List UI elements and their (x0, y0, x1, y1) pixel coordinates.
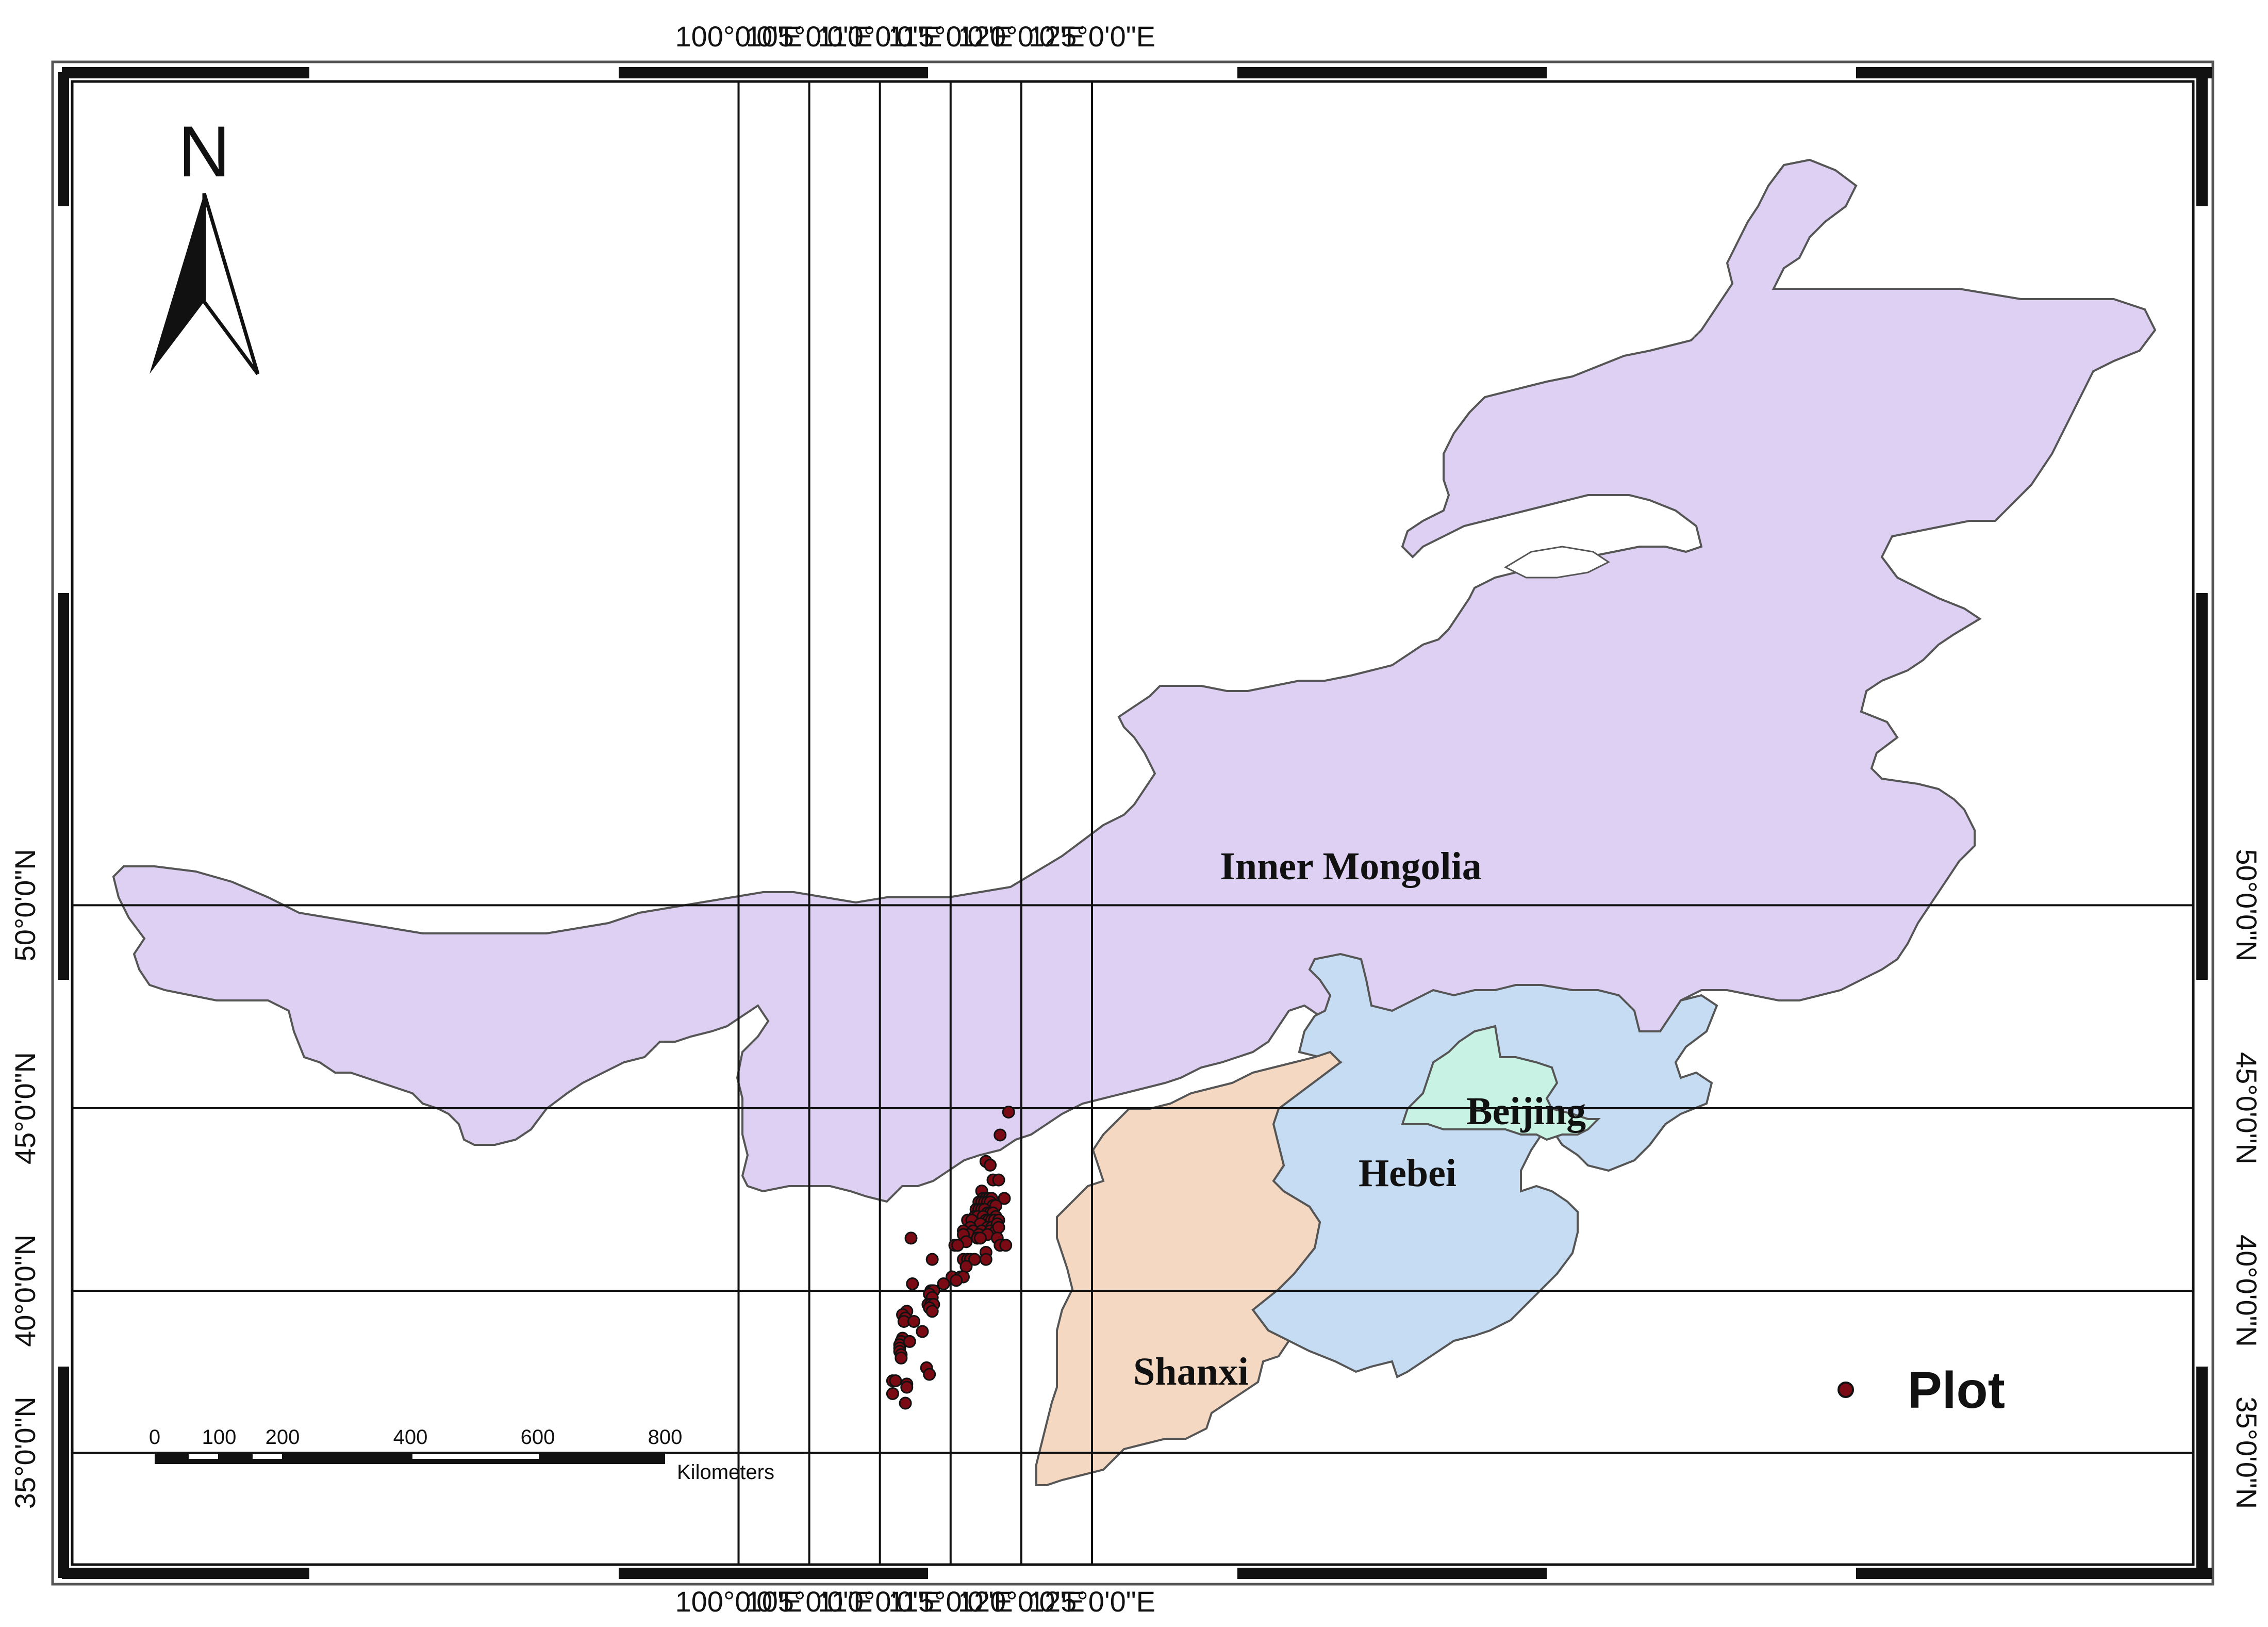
plot-point (925, 1305, 939, 1318)
plot-points (886, 1105, 1015, 1410)
legend-label: Plot (1908, 1361, 2005, 1419)
lat-tick-label: 50°0'0"N (9, 849, 41, 961)
scale-tick-400: 400 (393, 1426, 428, 1449)
plot-point (994, 1128, 1007, 1142)
plot-point (903, 1335, 916, 1348)
label-inner-mongolia: Inner Mongolia (1220, 845, 1481, 888)
frame-segment (619, 67, 928, 78)
label-shanxi: Shanxi (1133, 1350, 1249, 1393)
scale-bar-frame (155, 1452, 665, 1464)
lon-tick-label: 110°0'0"E (818, 1585, 942, 1618)
plot-point (899, 1396, 912, 1410)
frame-segment (58, 593, 69, 980)
lat-tick-label: 45°0'0"N (9, 1052, 41, 1164)
lon-tick-label: 105°0'0"E (746, 20, 873, 53)
graticule (72, 81, 2193, 1565)
lon-tick-label: 115°0'0"E (888, 20, 1013, 53)
lon-tick-label: 105°0'0"E (746, 1585, 873, 1618)
lon-tick-label: 100°0'0"E (675, 20, 802, 53)
scale-bar: 0 100 200 400 600 800 Kilometers (149, 1426, 774, 1484)
plot-point (916, 1325, 929, 1338)
scale-tick-100: 100 (202, 1426, 237, 1449)
frame-segment (1856, 1568, 2212, 1579)
lon-tick-label: 125°0'0"E (1029, 1585, 1155, 1618)
lat-tick-label: 40°0'0"N (2230, 1235, 2263, 1347)
plot-point (895, 1351, 908, 1365)
plot-point (999, 1239, 1013, 1252)
north-arrow: N (150, 111, 260, 375)
north-arrow-icon-outline (202, 193, 260, 375)
plot-point (906, 1277, 919, 1291)
coordinate-labels: 100°0'0"E100°0'0"E105°0'0"E105°0'0"E110°… (9, 20, 2263, 1618)
lat-tick-label: 50°0'0"N (2230, 849, 2263, 961)
lat-tick-label: 45°0'0"N (2230, 1052, 2263, 1164)
legend-symbol (1837, 1382, 1854, 1398)
label-hebei: Hebei (1359, 1152, 1456, 1195)
plot-point (951, 1239, 965, 1252)
plot-point (1002, 1105, 1015, 1119)
frame-segment (62, 1568, 309, 1579)
lat-tick-label: 40°0'0"N (9, 1235, 41, 1347)
plot-point (998, 1192, 1011, 1205)
label-beijing: Beijing (1466, 1090, 1586, 1133)
region-beijing (1401, 1025, 1601, 1141)
region-shanxi (1035, 1050, 1343, 1486)
scale-tick-200: 200 (266, 1426, 300, 1449)
frame-bars (58, 67, 2212, 1579)
lake-1 (1503, 546, 1610, 579)
frame-segment (2196, 593, 2208, 980)
frame-segment (1237, 67, 1547, 78)
frame-segment (1237, 1568, 1547, 1579)
plot-point (959, 1260, 973, 1273)
frame-segment (58, 1367, 69, 1578)
frame-segment (2196, 72, 2208, 206)
frame-segment (2196, 1367, 2208, 1578)
frame-segment (619, 1568, 928, 1579)
plot-point (889, 1374, 902, 1388)
frame-segment (1856, 67, 2212, 78)
plot-point (904, 1231, 918, 1245)
plot-point (937, 1277, 950, 1291)
regions-layer (112, 158, 2157, 1486)
lon-tick-label: 125°0'0"E (1029, 20, 1155, 53)
north-arrow-label: N (178, 111, 230, 192)
frame-segment (62, 67, 309, 78)
plot-point (973, 1231, 987, 1245)
lat-tick-label: 35°0'0"N (9, 1396, 41, 1509)
lon-tick-label: 115°0'0"E (888, 1585, 1013, 1618)
scale-tick-600: 600 (521, 1426, 555, 1449)
scale-tick-0: 0 (149, 1426, 160, 1449)
plot-point (923, 1368, 936, 1381)
region-labels: Inner Mongolia Hebei Beijing Shanxi (1133, 845, 1586, 1393)
lon-tick-label: 110°0'0"E (818, 20, 942, 53)
plot-point (992, 1173, 1005, 1187)
lon-tick-label: 100°0'0"E (675, 1585, 802, 1618)
plot-point (907, 1314, 921, 1328)
plot-point (984, 1158, 997, 1172)
frame-segment (58, 72, 69, 206)
north-arrow-icon (150, 193, 204, 374)
scale-unit: Kilometers (677, 1461, 774, 1484)
legend: Plot (1837, 1361, 2005, 1419)
plot-point (886, 1387, 899, 1400)
lat-tick-label: 35°0'0"N (2230, 1396, 2263, 1509)
plot-point (900, 1381, 914, 1394)
scale-tick-800: 800 (648, 1426, 683, 1449)
lon-tick-label: 120°0'0"E (958, 1585, 1085, 1618)
plot-point (925, 1253, 939, 1266)
plot-point (979, 1253, 992, 1266)
plot-point (968, 1253, 981, 1266)
plot-point (992, 1221, 1005, 1234)
lon-tick-label: 120°0'0"E (958, 20, 1085, 53)
plot-point (950, 1274, 963, 1287)
